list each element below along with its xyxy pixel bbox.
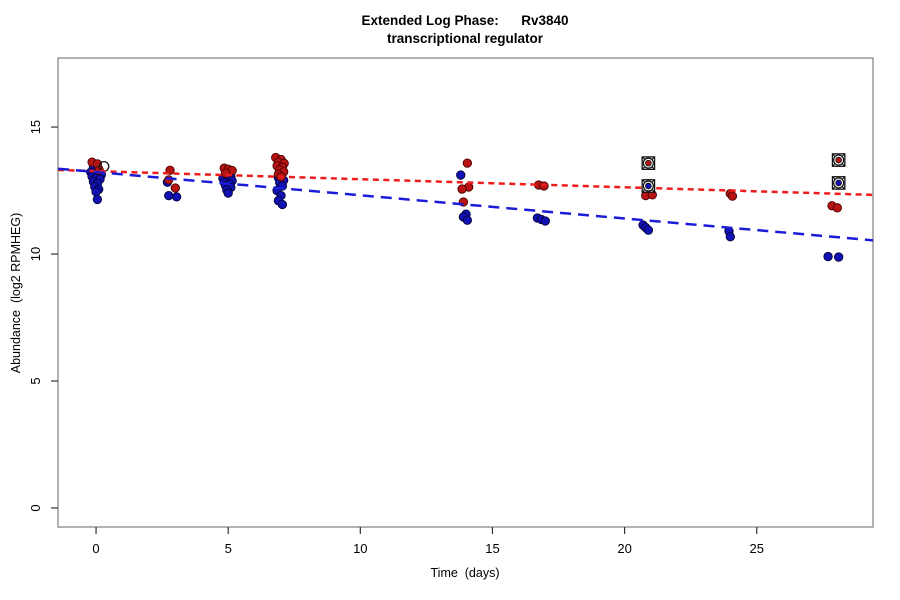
chart-title-line2: transcriptional regulator (386, 31, 544, 46)
data-point-red (832, 203, 842, 213)
chart-title: Extended Log Phase: Rv3840 transcription… (15, 12, 900, 48)
data-point-blue (172, 192, 182, 202)
flagged-marker-dot (645, 159, 652, 167)
data-point-blue (164, 190, 174, 201)
chart-title-line1: Extended Log Phase: Rv3840 (361, 13, 569, 28)
data-point-blue (462, 215, 472, 225)
data-point-blue (833, 252, 844, 262)
flagged-marker-dot (835, 179, 842, 187)
flagged-marker-dot (645, 182, 652, 190)
blue-trend-line (57, 167, 874, 242)
data-point-red (457, 184, 467, 194)
y-axis-label: Abundance (log2 RPMHEG) (9, 212, 23, 374)
data-point-blue (540, 216, 550, 226)
flagged-marker-dot (835, 156, 842, 164)
data-point-blue (456, 170, 466, 180)
data-point-blue (223, 188, 233, 198)
data-point-red (462, 158, 472, 168)
data-point-blue (92, 194, 103, 205)
plot-border (57, 57, 874, 528)
data-point-blue (91, 187, 101, 197)
x-tick-label: 0 (92, 541, 99, 556)
data-point-red (727, 191, 738, 201)
y-tick-label: 10 (28, 247, 43, 261)
data-point-red (170, 183, 180, 193)
data-point-blue (277, 199, 288, 210)
x-tick-label: 25 (749, 541, 763, 556)
y-tick-label: 0 (28, 504, 43, 511)
data-point-blue (823, 251, 833, 262)
y-tick-label: 15 (28, 120, 43, 134)
x-tick-label: 5 (225, 541, 232, 556)
data-point-blue (643, 225, 654, 235)
y-tick-label: 5 (28, 377, 43, 384)
x-tick-label: 15 (485, 541, 499, 556)
x-tick-label: 20 (617, 541, 631, 556)
x-tick-label: 10 (353, 541, 367, 556)
data-point-blue (725, 232, 735, 242)
x-axis-label: Time (days) (430, 566, 500, 580)
